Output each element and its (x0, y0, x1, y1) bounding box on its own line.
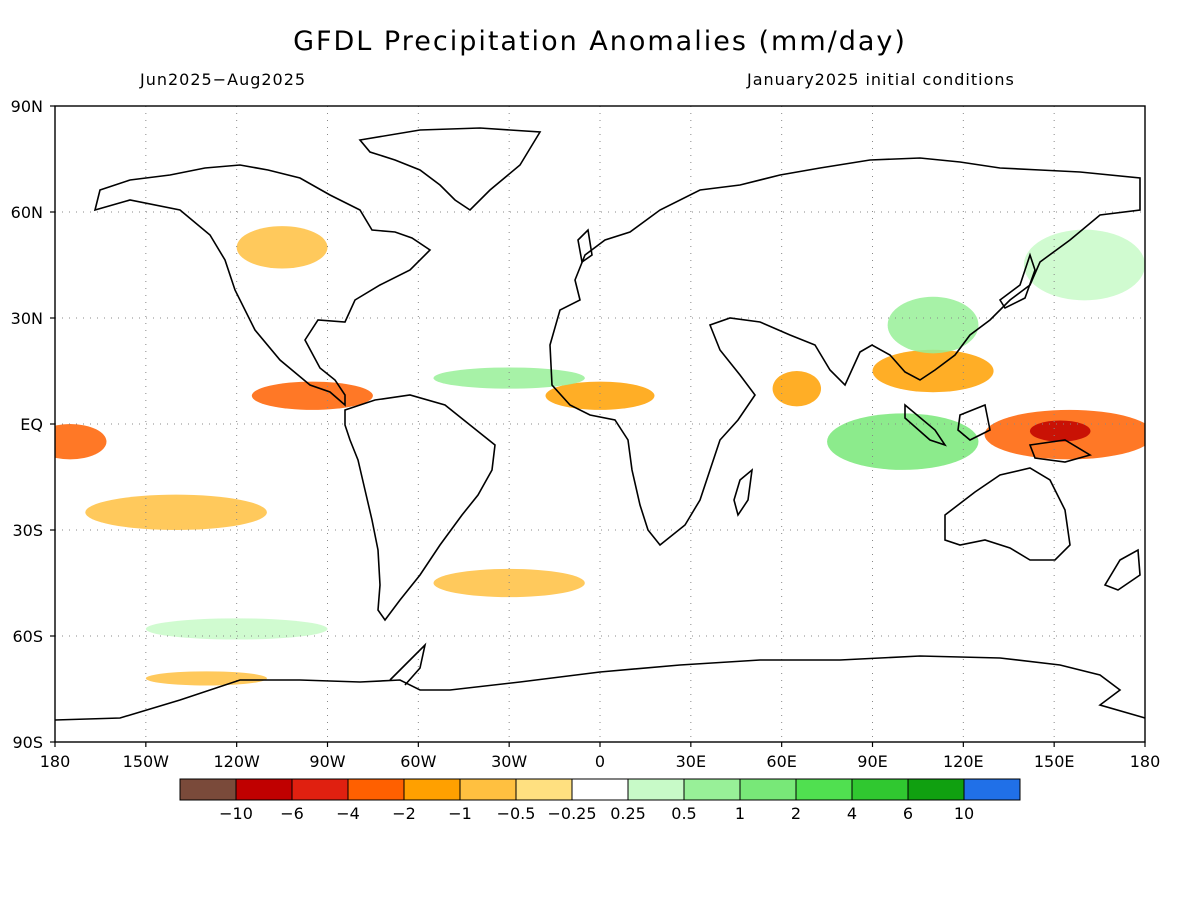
colorbar-label: −0.25 (547, 804, 596, 823)
colorbar-label: −2 (392, 804, 416, 823)
colorbar-label: 10 (954, 804, 974, 823)
coastline-north-america (93, 164, 432, 407)
anomaly-african-sahel-dry (545, 381, 655, 410)
lat-tick-label: 60S (12, 627, 43, 646)
colorbar-label: 0.5 (671, 804, 696, 823)
lat-tick-label: 30N (11, 309, 43, 328)
lon-tick-label: 30E (676, 752, 706, 771)
colorbar-swatch (907, 778, 965, 801)
colorbar-swatch (347, 778, 405, 801)
anomaly-north-america-dry (236, 226, 328, 269)
colorbar-label: −1 (448, 804, 472, 823)
coastline-antarctic-peninsula (389, 642, 427, 686)
anomaly-south-pacific-dry-band (85, 494, 267, 530)
coastline-borneo (957, 403, 991, 441)
lat-tick-label: 90S (12, 733, 43, 752)
anomaly-antarctic-dry (145, 671, 267, 686)
colorbar-label: 1 (735, 804, 745, 823)
anomaly-layer (55, 226, 1145, 686)
colorbar-swatch (291, 778, 349, 801)
colorbar-label: 4 (847, 804, 857, 823)
lon-tick-label: 150W (123, 752, 170, 771)
season-label: Jun2025−Aug2025 (140, 70, 307, 89)
colorbar-swatch (683, 778, 741, 801)
colorbar-label: −0.5 (497, 804, 536, 823)
anomaly-indian-ocean-dry (772, 371, 822, 407)
lon-tick-label: 90W (309, 752, 345, 771)
colorbar-label: 6 (903, 804, 913, 823)
map-frame (54, 105, 1146, 743)
latitude-tick-labels: 90N 60N 30N EQ 30S 60S 90S (11, 97, 55, 752)
lon-tick-label: 90E (857, 752, 887, 771)
coastline-antarctica (55, 655, 1145, 721)
anomaly-north-pacific-wet (1023, 229, 1145, 301)
lon-tick-label: 60E (766, 752, 796, 771)
colorbar-swatch (571, 778, 629, 801)
coastline-south-america (344, 394, 496, 622)
colorbar-swatch (179, 778, 237, 801)
colorbar-swatch (403, 778, 461, 801)
anomaly-china-wet (887, 296, 979, 354)
colorbar-swatch (963, 778, 1021, 801)
colorbar-swatch (795, 778, 853, 801)
colorbar-swatch (851, 778, 909, 801)
lon-tick-label: 180 (1130, 752, 1161, 771)
colorbar-legend: −10 −6 −4 −2 −1 −0.5 −0.25 0.25 0.5 1 2 4 6 10 (179, 778, 1021, 823)
colorbar-label: −4 (336, 804, 360, 823)
coastline-madagascar (733, 468, 754, 517)
lat-tick-label: 30S (12, 521, 43, 540)
lon-tick-label: 150E (1034, 752, 1075, 771)
lat-tick-label: 90N (11, 97, 43, 116)
coastline-eurasia-africa (549, 157, 1141, 547)
coastline-sumatra (904, 403, 947, 447)
lon-tick-label: 180 (40, 752, 71, 771)
colorbar-label: −6 (280, 804, 304, 823)
colorbar-label: 2 (791, 804, 801, 823)
map-title: GFDL Precipitation Anomalies (mm/day) (293, 26, 907, 57)
lat-tick-label: 60N (11, 203, 43, 222)
longitude-tick-labels: 180 150W 120W 90W 60W 30W 0 30E 60E 90E 120E 150E 18… (40, 742, 1161, 771)
map-gridlines (55, 106, 1145, 742)
coastlines (55, 127, 1145, 721)
anomaly-tropical-pacific-east-dry (55, 424, 107, 460)
coastline-uk (577, 228, 593, 264)
anomaly-maritime-continent-wet (827, 413, 979, 470)
colorbar-swatch (459, 778, 517, 801)
coastline-greenland (358, 127, 542, 212)
colorbar-label: −10 (219, 804, 253, 823)
initial-conditions-label: January2025 initial conditions (747, 70, 1015, 89)
lon-tick-label: 120W (213, 752, 260, 771)
lon-tick-label: 30W (491, 752, 527, 771)
coastline-new-zealand (1103, 548, 1141, 591)
lon-tick-label: 60W (400, 752, 436, 771)
coastline-new-guinea (1028, 439, 1093, 463)
lon-tick-label: 0 (595, 752, 605, 771)
anomaly-west-pacific-core (1029, 420, 1091, 442)
anomaly-southern-ocean-wet (145, 618, 328, 640)
colorbar-swatch (739, 778, 797, 801)
coastline-japan (998, 252, 1036, 310)
colorbar-label: 0.25 (610, 804, 646, 823)
coastline-australia (944, 467, 1071, 561)
colorbar-swatch (515, 778, 573, 801)
lon-tick-label: 120E (943, 752, 984, 771)
lat-tick-label: EQ (20, 415, 43, 434)
colorbar-swatch (627, 778, 685, 801)
anomaly-atlantic-itcz-wet (433, 367, 585, 389)
colorbar-swatch (235, 778, 293, 801)
